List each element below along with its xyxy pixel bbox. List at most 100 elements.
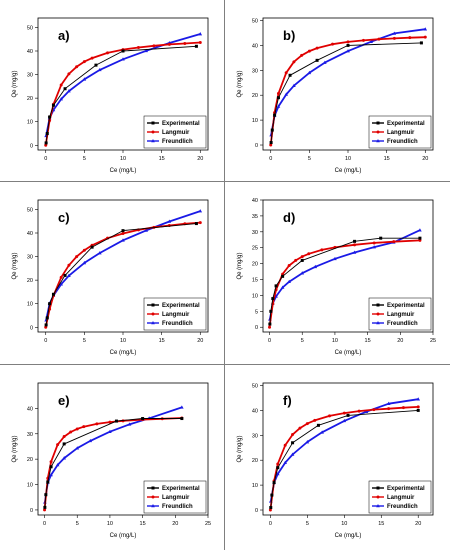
data-point-langmuir: [44, 325, 48, 329]
legend: Experimental Langmuir Freundlich: [368, 115, 432, 149]
data-point-freundlich: [284, 92, 288, 96]
y-tick-label: 30: [252, 230, 258, 236]
x-tick-label: 20: [397, 338, 403, 344]
panel-label: b): [283, 28, 295, 43]
data-point-experimental: [419, 41, 423, 45]
x-tick-label: 10: [341, 521, 347, 527]
y-axis-label: Qe (mg/g): [237, 252, 243, 279]
data-point-freundlich: [88, 438, 93, 443]
data-point-experimental: [353, 239, 357, 243]
data-point-langmuir: [305, 422, 309, 426]
y-tick-label: 10: [252, 118, 258, 124]
data-point-experimental: [270, 128, 274, 132]
x-tick-label: 20: [197, 156, 203, 162]
x-tick-label: 15: [378, 521, 384, 527]
y-axis-label: Qe (mg/g): [12, 70, 18, 97]
x-tick-label: 15: [384, 156, 390, 162]
data-point-experimental: [268, 322, 272, 326]
legend-marker-langmuir: [376, 495, 380, 499]
data-point-langmuir: [69, 430, 73, 434]
data-point-freundlich: [342, 418, 347, 423]
legend-marker-langmuir: [151, 495, 155, 499]
x-axis-label: Ce (mg/L): [335, 533, 362, 539]
data-point-langmuir: [268, 508, 272, 512]
data-point-langmuir: [387, 407, 391, 411]
data-point-freundlich: [292, 83, 296, 88]
data-point-experimental: [43, 505, 47, 509]
data-point-freundlich: [300, 271, 305, 275]
data-point-experimental: [121, 49, 125, 53]
legend-label-freundlich: Freundlich: [162, 321, 193, 327]
x-tick-label: 0: [268, 338, 271, 344]
legend-marker-experimental: [376, 486, 380, 490]
legend-label-langmuir: Langmuir: [162, 130, 190, 136]
data-point-langmuir: [307, 49, 311, 53]
y-axis-label: Qe (mg/g): [12, 435, 18, 462]
data-point-langmuir: [408, 36, 412, 40]
data-point-langmuir: [108, 420, 112, 424]
data-point-freundlich: [305, 440, 310, 444]
x-tick-label: 0: [44, 338, 47, 344]
data-point-freundlich: [416, 397, 421, 401]
data-point-langmuir: [401, 406, 405, 410]
series-line-experimental: [270, 409, 419, 508]
data-point-langmuir: [67, 263, 71, 267]
x-tick-label: 5: [76, 521, 79, 527]
legend-marker-experimental: [151, 121, 155, 125]
data-point-freundlich: [323, 60, 327, 64]
data-point-experimental: [281, 274, 285, 278]
y-tick-label: 40: [27, 49, 33, 55]
y-tick-label: 20: [252, 262, 258, 268]
panel-label: c): [58, 210, 70, 225]
data-point-freundlich: [386, 401, 391, 405]
data-point-langmuir: [307, 252, 311, 256]
data-point-langmuir: [328, 414, 332, 418]
data-point-experimental: [51, 103, 55, 107]
y-tick-label: 20: [252, 93, 258, 99]
legend-marker-freundlich: [376, 139, 380, 143]
legend-label-freundlich: Freundlich: [387, 321, 418, 327]
data-point-freundlich: [372, 245, 376, 249]
data-point-experimental: [291, 441, 295, 445]
data-point-freundlich: [59, 282, 63, 286]
data-point-experimental: [49, 465, 53, 469]
series-line-experimental: [45, 223, 197, 325]
data-point-langmuir: [90, 56, 94, 60]
data-point-experimental: [194, 222, 198, 226]
data-point-langmuir: [106, 51, 110, 55]
legend-marker-freundlich: [151, 321, 155, 325]
legend-marker-experimental: [151, 486, 155, 490]
data-point-langmuir: [292, 60, 296, 64]
x-tick-label: 10: [332, 338, 338, 344]
chart-panel-2: 0 5 10 15 20 0 10 20 30 40 50 Ce (mg/L) Qe (mg/g) b) E…: [237, 17, 434, 174]
data-point-experimental: [269, 506, 273, 510]
data-point-freundlich: [121, 238, 125, 242]
data-point-langmuir: [167, 42, 171, 46]
x-tick-label: 25: [205, 521, 211, 527]
legend-label-experimental: Experimental: [162, 486, 200, 492]
legend-marker-langmuir: [151, 312, 155, 316]
y-tick-label: 40: [27, 406, 33, 412]
y-tick-label: 10: [252, 293, 258, 299]
data-point-langmuir: [44, 143, 48, 147]
data-point-freundlich: [67, 273, 71, 277]
data-point-langmuir: [49, 460, 53, 464]
data-point-experimental: [94, 63, 98, 67]
x-axis-label: Ce (mg/L): [110, 533, 137, 539]
series-line-experimental: [44, 418, 182, 508]
data-point-freundlich: [276, 104, 281, 108]
legend-label-freundlich: Freundlich: [162, 139, 193, 145]
data-point-experimental: [269, 309, 273, 313]
data-point-langmuir: [342, 411, 346, 415]
data-point-freundlich: [320, 430, 324, 434]
legend-label-freundlich: Freundlich: [387, 504, 418, 510]
y-tick-label: 0: [255, 143, 258, 149]
plot-frame: [37, 382, 209, 516]
x-tick-label: 20: [422, 156, 428, 162]
chart-panel-4: 0 5 10 15 20 25 0 5 10 15 20 25 30 35 40 Ce (mg/L) Qe (m…: [237, 198, 436, 356]
data-point-freundlich: [59, 97, 63, 101]
data-point-freundlich: [55, 462, 60, 467]
data-point-langmuir: [56, 443, 60, 447]
